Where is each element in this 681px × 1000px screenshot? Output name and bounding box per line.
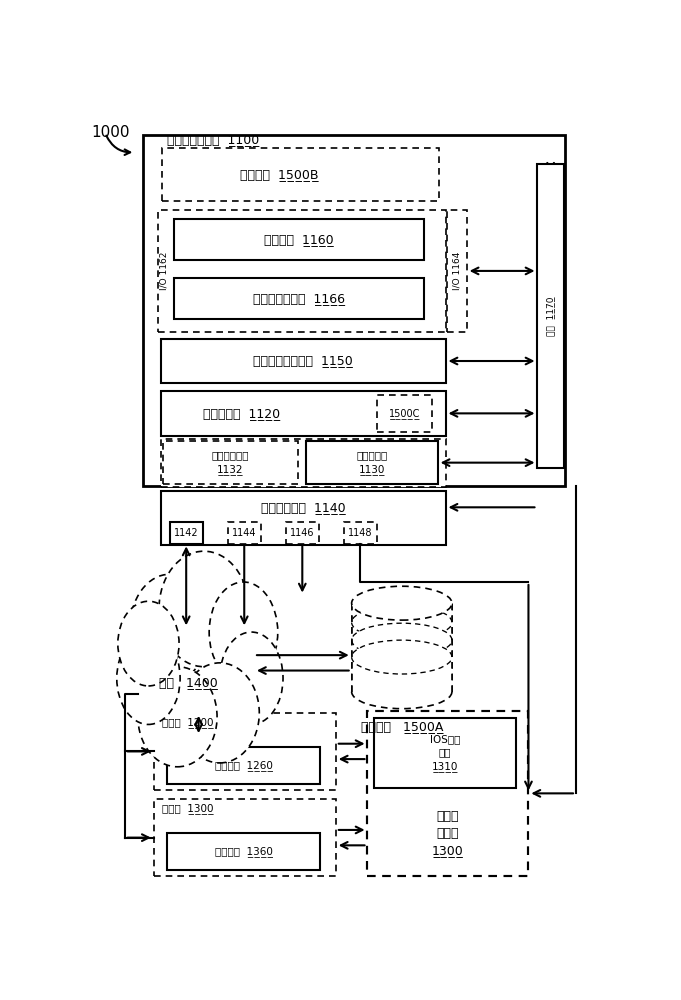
Ellipse shape: [351, 605, 452, 639]
Bar: [537, 164, 564, 468]
Bar: [344, 522, 377, 544]
Ellipse shape: [117, 632, 180, 724]
Text: 模拟计算机设备  1̲1̲0̲0̲: 模拟计算机设备 1̲1̲0̲0̲: [167, 133, 259, 146]
Bar: [161, 439, 445, 487]
Ellipse shape: [209, 582, 278, 682]
Bar: [174, 219, 424, 260]
Text: 机械仪器致动器  1̲1̲6̲6̲: 机械仪器致动器 1̲1̲6̲6̲: [253, 292, 345, 305]
Text: 网络接口模块  1̲1̲4̲0̲: 网络接口模块 1̲1̲4̲0̲: [261, 501, 345, 514]
Ellipse shape: [138, 667, 217, 767]
Text: 存储系统   1̲5̲0̲0̲A̲: 存储系统 1̲5̲0̲0̲A̲: [361, 720, 443, 733]
Text: I/O 1162: I/O 1162: [160, 252, 169, 290]
Bar: [154, 713, 336, 790]
Text: 存储系统  1̲5̲0̲0̲B̲: 存储系统 1̲5̲0̲0̲B̲: [240, 168, 318, 181]
Ellipse shape: [351, 640, 452, 674]
Text: IOS显示
模块
1̲3̲1̲0̲: IOS显示 模块 1̲3̲1̲0̲: [430, 734, 460, 772]
Bar: [174, 278, 424, 319]
Bar: [161, 148, 439, 201]
Polygon shape: [351, 603, 452, 692]
Text: 处理器模块
1̲1̲3̲0̲: 处理器模块 1̲1̲3̲0̲: [356, 450, 387, 475]
Ellipse shape: [159, 551, 249, 667]
Text: 1000: 1000: [91, 125, 130, 140]
Bar: [447, 210, 466, 332]
Bar: [154, 799, 336, 876]
Bar: [368, 711, 528, 876]
Text: 1148: 1148: [348, 528, 373, 538]
Text: 仪器模块  1̲3̲6̲0̲: 仪器模块 1̲3̲6̲0̲: [215, 846, 272, 857]
Bar: [170, 522, 203, 544]
Bar: [227, 522, 261, 544]
Ellipse shape: [130, 574, 209, 682]
Text: 1̲5̲0̲0̲C̲: 1̲5̲0̲0̲C̲: [389, 408, 420, 419]
Ellipse shape: [351, 623, 452, 657]
Text: 模拟站  1̲3̲0̲0̲: 模拟站 1̲3̲0̲0̲: [161, 803, 213, 814]
Ellipse shape: [220, 632, 283, 724]
Bar: [167, 747, 320, 784]
Text: 专用图形单元
1̲1̲3̲2̲: 专用图形单元 1̲1̲3̲2̲: [212, 450, 249, 475]
Text: 1142: 1142: [174, 528, 198, 538]
Bar: [163, 441, 298, 484]
Ellipse shape: [351, 586, 452, 620]
Text: 指导员
操作站
1̲3̲0̲0̲: 指导员 操作站 1̲3̲0̲0̲: [432, 810, 464, 857]
Text: 仪器模块  1̲1̲6̲0̲: 仪器模块 1̲1̲6̲0̲: [264, 233, 334, 246]
Bar: [306, 441, 438, 484]
Bar: [161, 391, 445, 436]
Text: I/O 1164: I/O 1164: [452, 252, 461, 290]
Bar: [161, 339, 445, 383]
Ellipse shape: [180, 663, 259, 763]
Bar: [161, 491, 445, 545]
Text: 图形用户界面模块  1̲1̲5̲0̲: 图形用户界面模块 1̲1̲5̲0̲: [253, 355, 353, 368]
Bar: [143, 135, 565, 486]
Text: 模拟站  1̲2̲0̲0̲: 模拟站 1̲2̲0̲0̲: [161, 717, 213, 728]
Text: 存储器模块  1̲1̲2̲0̲: 存储器模块 1̲1̲2̲0̲: [203, 407, 280, 420]
Text: 总线  1̲1̲7̲0̲: 总线 1̲1̲7̲0̲: [546, 296, 555, 336]
Text: 1144: 1144: [232, 528, 257, 538]
Bar: [377, 395, 432, 432]
Bar: [285, 522, 319, 544]
Text: 1146: 1146: [290, 528, 315, 538]
Bar: [158, 210, 445, 332]
Ellipse shape: [118, 601, 179, 686]
Text: 网络   1̲4̲0̲0̲: 网络 1̲4̲0̲0̲: [159, 676, 217, 689]
Bar: [167, 833, 320, 870]
Bar: [375, 718, 516, 788]
Text: 仪器模块  1̲2̲6̲0̲: 仪器模块 1̲2̲6̲0̲: [215, 760, 272, 771]
